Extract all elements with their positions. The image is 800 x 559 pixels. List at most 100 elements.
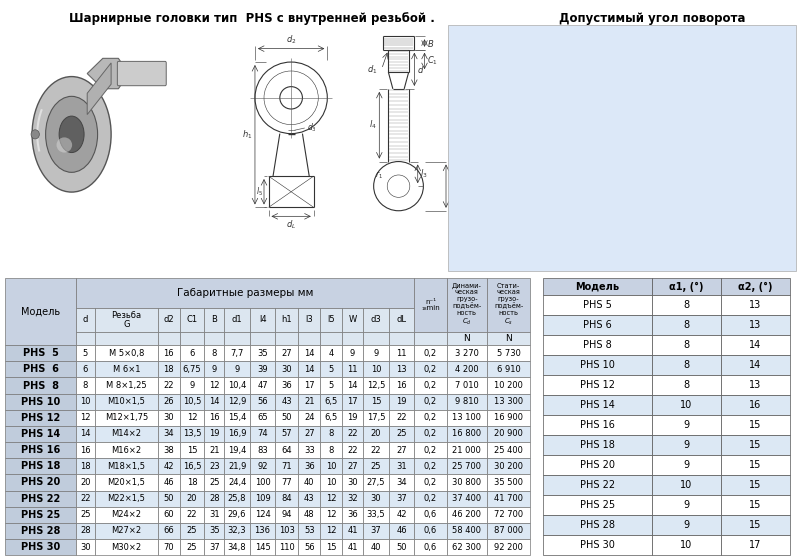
Text: 8: 8 (328, 429, 334, 438)
Bar (179, 458, 204, 475)
Bar (389, 410, 414, 426)
Ellipse shape (31, 130, 39, 139)
Text: 10: 10 (371, 365, 382, 374)
Bar (363, 458, 389, 475)
Bar (298, 475, 320, 490)
Bar (298, 345, 320, 361)
Bar (414, 345, 446, 361)
Text: C1: C1 (186, 315, 198, 324)
Text: dL: dL (397, 315, 406, 324)
FancyBboxPatch shape (681, 170, 715, 179)
Bar (298, 394, 320, 410)
Text: d1: d1 (232, 315, 242, 324)
Text: 9: 9 (190, 381, 194, 390)
Text: 46 200: 46 200 (452, 510, 482, 519)
Bar (5, 475, 76, 490)
Text: M16×2: M16×2 (111, 446, 142, 454)
Bar (320, 332, 342, 345)
Bar (552, 96, 555, 101)
Bar (651, 415, 721, 435)
Text: 14: 14 (750, 360, 762, 370)
Bar (320, 361, 342, 377)
Bar (342, 506, 363, 523)
Text: 109: 109 (254, 494, 270, 503)
Bar (721, 535, 790, 555)
Bar (179, 308, 204, 332)
Bar (342, 410, 363, 426)
Text: 124: 124 (254, 510, 270, 519)
Text: $d_L$: $d_L$ (286, 219, 296, 231)
Text: 53: 53 (304, 527, 314, 536)
Bar (275, 332, 298, 345)
Text: Шарнирные головки тип  PHS с внутренней резьбой .: Шарнирные головки тип PHS с внутренней р… (69, 12, 435, 25)
Bar (298, 539, 320, 555)
Bar (298, 426, 320, 442)
Bar (651, 435, 721, 455)
Bar (342, 458, 363, 475)
Bar (363, 539, 389, 555)
Text: PHS 20: PHS 20 (580, 460, 614, 470)
Bar (5, 394, 76, 410)
Text: 27,5: 27,5 (367, 478, 386, 487)
Bar (158, 361, 179, 377)
Text: 30: 30 (163, 413, 174, 423)
Bar (275, 523, 298, 539)
Text: 38: 38 (163, 446, 174, 454)
Text: 18: 18 (186, 478, 198, 487)
Bar (721, 278, 790, 295)
Text: PHS 18: PHS 18 (21, 461, 60, 471)
Text: 9: 9 (212, 365, 217, 374)
Text: 8: 8 (683, 340, 690, 350)
Bar (204, 332, 224, 345)
Text: 25,8: 25,8 (228, 494, 246, 503)
Text: PHS 25: PHS 25 (21, 510, 60, 520)
Text: 22: 22 (347, 446, 358, 454)
Bar (363, 332, 389, 345)
Bar (705, 100, 708, 105)
Bar (158, 332, 179, 345)
Bar (94, 475, 158, 490)
Text: 16,9: 16,9 (228, 429, 246, 438)
Bar (487, 361, 530, 377)
Bar (342, 345, 363, 361)
Bar (651, 315, 721, 335)
Text: M 8×1,25: M 8×1,25 (106, 381, 146, 390)
Text: 36: 36 (282, 381, 292, 390)
Text: PHS 10: PHS 10 (580, 360, 614, 370)
Text: 92 200: 92 200 (494, 543, 523, 552)
Text: PHS 20: PHS 20 (21, 477, 60, 487)
Text: 47: 47 (258, 381, 268, 390)
Bar (363, 475, 389, 490)
Text: Габаритные размеры мм: Габаритные размеры мм (177, 288, 314, 298)
Text: W: W (349, 315, 357, 324)
Bar (342, 377, 363, 394)
Text: 13 300: 13 300 (494, 397, 523, 406)
Text: $d$: $d$ (417, 64, 424, 75)
Bar (224, 308, 250, 332)
Bar (76, 278, 414, 308)
Text: 12,9: 12,9 (228, 397, 246, 406)
Text: 8: 8 (82, 381, 88, 390)
Bar (363, 345, 389, 361)
Text: 9: 9 (683, 420, 690, 430)
Bar (446, 539, 487, 555)
Text: α2, (°): α2, (°) (738, 281, 773, 292)
Text: $W$: $W$ (448, 186, 459, 197)
Text: 35 500: 35 500 (494, 478, 523, 487)
Circle shape (46, 96, 98, 172)
Bar (342, 426, 363, 442)
Text: 8: 8 (683, 380, 690, 390)
Bar (721, 475, 790, 495)
Text: 21: 21 (209, 446, 219, 454)
Bar (342, 475, 363, 490)
Text: 34: 34 (396, 478, 407, 487)
Bar (5, 278, 76, 345)
Text: 13,5: 13,5 (182, 429, 201, 438)
Bar (94, 332, 158, 345)
Text: 19: 19 (396, 397, 407, 406)
FancyBboxPatch shape (508, 128, 585, 157)
Text: 11: 11 (396, 349, 407, 358)
Bar (76, 426, 94, 442)
Bar (487, 458, 530, 475)
Bar (389, 394, 414, 410)
